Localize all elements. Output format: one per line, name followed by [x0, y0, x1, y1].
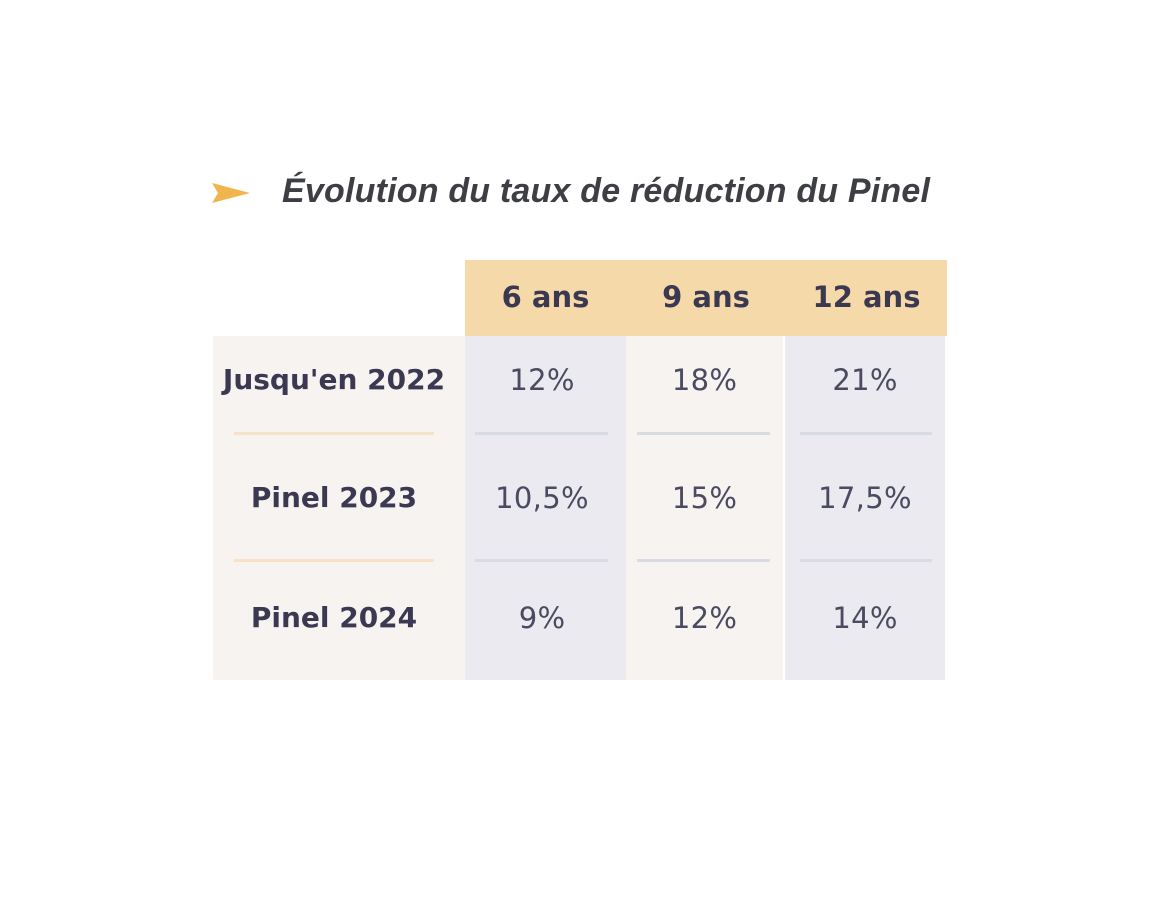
row-divider	[475, 559, 608, 562]
title-row: Évolution du taux de réduction du Pinel	[212, 170, 972, 216]
row-label-2023: Pinel 2023	[250, 481, 418, 514]
header-12-ans: 12 ans	[812, 280, 921, 314]
row-label-2024: Pinel 2024	[250, 601, 418, 634]
column-9-ans	[626, 336, 783, 680]
cell-2022-12-ans: 21%	[832, 363, 898, 397]
cell-2022-9-ans: 18%	[671, 363, 738, 397]
row-divider	[800, 432, 932, 435]
row-divider	[234, 432, 434, 435]
row-label-column	[213, 336, 465, 680]
column-12-ans	[785, 336, 945, 680]
cell-2023-12-ans: 17,5%	[818, 481, 912, 515]
cell-2022-6-ans: 12%	[509, 363, 575, 397]
row-label-2022: Jusqu'en 2022	[222, 363, 446, 396]
cell-2024-9-ans: 12%	[671, 601, 738, 635]
row-divider	[637, 559, 770, 562]
row-divider	[637, 432, 770, 435]
page-title: Évolution du taux de réduction du Pinel	[282, 172, 931, 210]
cell-2023-6-ans: 10,5%	[495, 481, 589, 515]
arrow-icon	[212, 183, 250, 203]
cell-2024-6-ans: 9%	[518, 601, 566, 635]
cell-2023-9-ans: 15%	[671, 481, 738, 515]
row-divider	[234, 559, 434, 562]
header-9-ans: 9 ans	[662, 280, 750, 314]
row-divider	[800, 559, 932, 562]
header-row	[465, 260, 947, 336]
header-6-ans: 6 ans	[501, 280, 590, 314]
column-6-ans	[465, 336, 626, 680]
cell-2024-12-ans: 14%	[832, 601, 898, 635]
row-divider	[475, 432, 608, 435]
